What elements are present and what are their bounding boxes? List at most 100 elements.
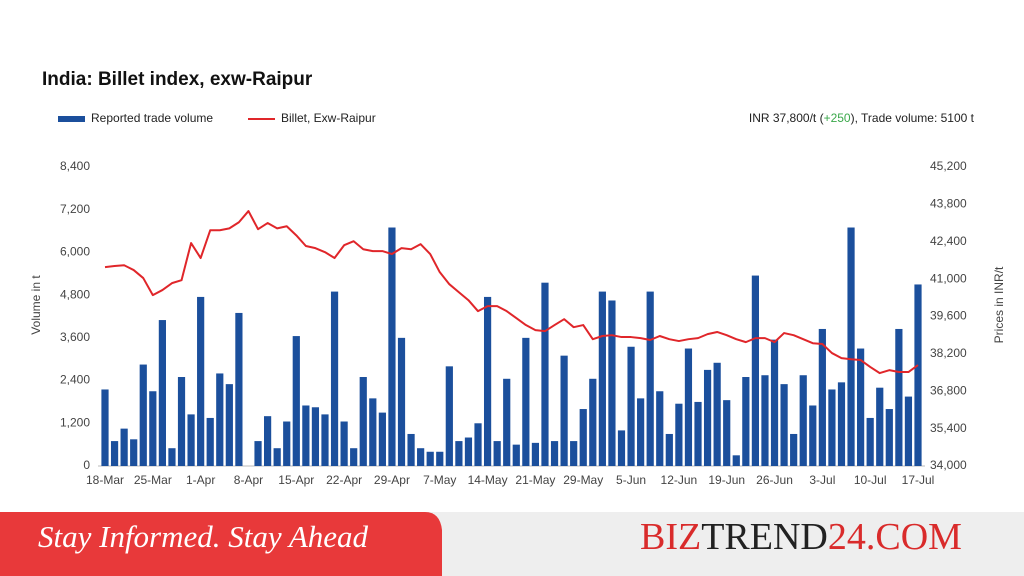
bar	[321, 414, 329, 466]
legend-swatch	[58, 116, 85, 122]
bar	[790, 433, 798, 466]
bar	[110, 441, 119, 466]
y2-tick-label: 45,200	[930, 159, 967, 173]
bar	[292, 336, 300, 466]
bar	[550, 441, 559, 466]
bar	[187, 414, 195, 466]
y-axis-label: Volume in t	[29, 275, 43, 335]
bar	[264, 416, 272, 466]
bar	[617, 430, 626, 466]
header-text: ), Trade volume: 5100 t	[851, 111, 975, 125]
x-tick-label: 5-Jun	[616, 473, 646, 487]
bar	[809, 405, 817, 466]
bar	[455, 441, 463, 466]
bar	[130, 439, 138, 466]
bar	[656, 391, 664, 466]
x-tick-label: 22-Apr	[326, 473, 362, 487]
bar	[723, 400, 731, 466]
y-tick-label: 2,400	[60, 373, 90, 387]
bar	[388, 227, 396, 466]
bar	[885, 409, 893, 466]
legend-label: Reported trade volume	[91, 111, 213, 125]
bar	[397, 337, 406, 466]
y2-tick-label: 43,800	[930, 197, 967, 211]
y2-tick-label: 39,600	[930, 309, 967, 323]
y-tick-label: 8,400	[60, 159, 90, 173]
header-text: INR 37,800/t (	[749, 111, 824, 125]
bar	[359, 377, 367, 466]
x-tick-label: 25-Mar	[134, 473, 172, 487]
x-tick-label: 26-Jun	[756, 473, 793, 487]
bar	[857, 348, 865, 466]
y2-axis-label: Prices in INR/t	[992, 266, 1006, 343]
bar	[283, 421, 291, 466]
y-tick-label: 7,200	[60, 202, 90, 216]
bar	[302, 405, 310, 466]
bar	[684, 348, 693, 466]
x-tick-label: 8-Apr	[234, 473, 263, 487]
bar	[254, 441, 262, 466]
y2-tick-label: 41,000	[930, 271, 967, 285]
bar	[464, 437, 473, 466]
bar	[675, 403, 683, 466]
y2-tick-label: 38,200	[930, 346, 967, 360]
bar	[770, 339, 779, 466]
y-tick-label: 6,000	[60, 245, 90, 259]
bar	[713, 362, 721, 466]
bar	[876, 387, 884, 466]
bar	[474, 423, 482, 466]
header-change: +250	[824, 111, 851, 125]
line	[104, 210, 919, 375]
bar	[732, 455, 740, 466]
brand-part: 24.COM	[828, 516, 962, 558]
chart: India: Billet index, exw-Raipur INR 37,8…	[29, 69, 1006, 487]
bar	[158, 320, 166, 466]
x-tick-label: 19-Jun	[708, 473, 745, 487]
bar	[483, 296, 492, 466]
bar	[914, 284, 922, 466]
brand-part: BIZ	[640, 516, 701, 558]
bar	[837, 382, 846, 466]
legend-label: Billet, Exw-Raipur	[281, 111, 376, 125]
bar	[407, 433, 415, 466]
bar	[751, 275, 759, 466]
bar	[780, 384, 788, 466]
bar	[637, 398, 645, 466]
x-tick-label: 1-Apr	[186, 473, 215, 487]
bar	[235, 312, 243, 466]
bar	[598, 291, 606, 466]
bar	[206, 417, 214, 466]
bar	[225, 384, 233, 466]
y-tick-label: 3,600	[60, 330, 90, 344]
bar	[369, 398, 377, 466]
x-tick-label: 29-Apr	[374, 473, 410, 487]
x-tick-label: 10-Jul	[854, 473, 887, 487]
banner: Stay Informed. Stay Ahead BIZTREND24.COM	[0, 512, 1024, 576]
bar	[417, 448, 425, 466]
chart-title: India: Billet index, exw-Raipur	[42, 69, 313, 90]
bar	[608, 300, 616, 466]
x-tick-label: 12-Jun	[661, 473, 698, 487]
bar	[216, 373, 224, 466]
bar	[493, 441, 501, 466]
y2-tick-label: 35,400	[930, 421, 967, 435]
x-tick-label: 7-May	[423, 473, 456, 487]
x-tick-label: 18-Mar	[86, 473, 124, 487]
x-tick-label: 21-May	[515, 473, 555, 487]
bar	[560, 355, 568, 466]
bar	[799, 375, 807, 466]
bar	[579, 409, 587, 466]
bar	[703, 369, 712, 466]
brand-part: TREND	[701, 516, 828, 558]
y-tick-label: 0	[83, 458, 90, 472]
bar	[426, 451, 434, 466]
y-tick-label: 1,200	[60, 415, 90, 429]
header-info: INR 37,800/t (+250), Trade volume: 5100 …	[749, 111, 975, 125]
bar	[589, 378, 597, 466]
bar	[503, 378, 511, 466]
bar	[742, 377, 750, 466]
x-tick-label: 17-Jul	[902, 473, 935, 487]
bar	[512, 444, 520, 466]
tagline: Stay Informed. Stay Ahead	[38, 519, 369, 554]
